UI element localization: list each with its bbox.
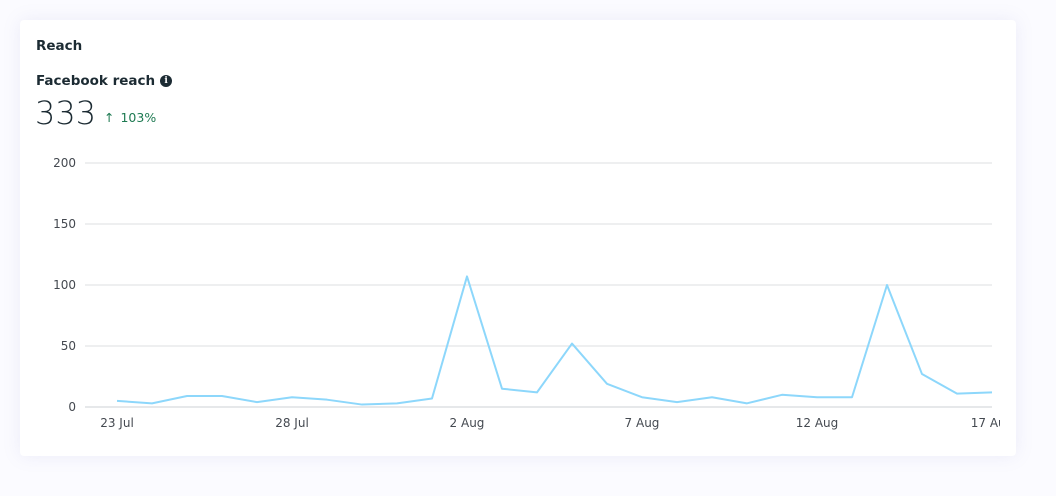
metric-label-text: Facebook reach <box>36 73 156 89</box>
reach-series-line <box>116 275 993 406</box>
card-title: Reach <box>36 38 83 54</box>
arrow-up-icon: ↑ <box>104 110 115 125</box>
x-tick-label: 17 Aug <box>971 416 1000 430</box>
x-tick-label: 23 Jul <box>100 416 134 430</box>
y-tick-label: 0 <box>68 400 76 414</box>
y-tick-label: 150 <box>53 217 76 231</box>
x-tick-label: 7 Aug <box>625 416 660 430</box>
info-circle-icon[interactable]: i <box>160 75 173 87</box>
change-indicator: ↑ 103% <box>104 110 156 125</box>
x-tick-label: 12 Aug <box>796 416 839 430</box>
x-tick-label: 28 Jul <box>275 416 309 430</box>
y-tick-label: 50 <box>61 339 76 353</box>
metric-value: 333 <box>35 94 97 132</box>
y-tick-label: 200 <box>53 156 76 170</box>
y-tick-label: 100 <box>53 278 76 292</box>
reach-line-chart: 0 50 100 150 200 23 Jul 28 Jul 2 Aug 7 Aug 12 Aug… <box>53 156 1000 430</box>
x-tick-label: 2 Aug <box>450 416 485 430</box>
metric-label: Facebook reach i <box>36 73 173 89</box>
change-percent: 103% <box>120 110 157 125</box>
reach-card: Reach Facebook reach i 333 ↑ 103% <box>20 20 1016 456</box>
